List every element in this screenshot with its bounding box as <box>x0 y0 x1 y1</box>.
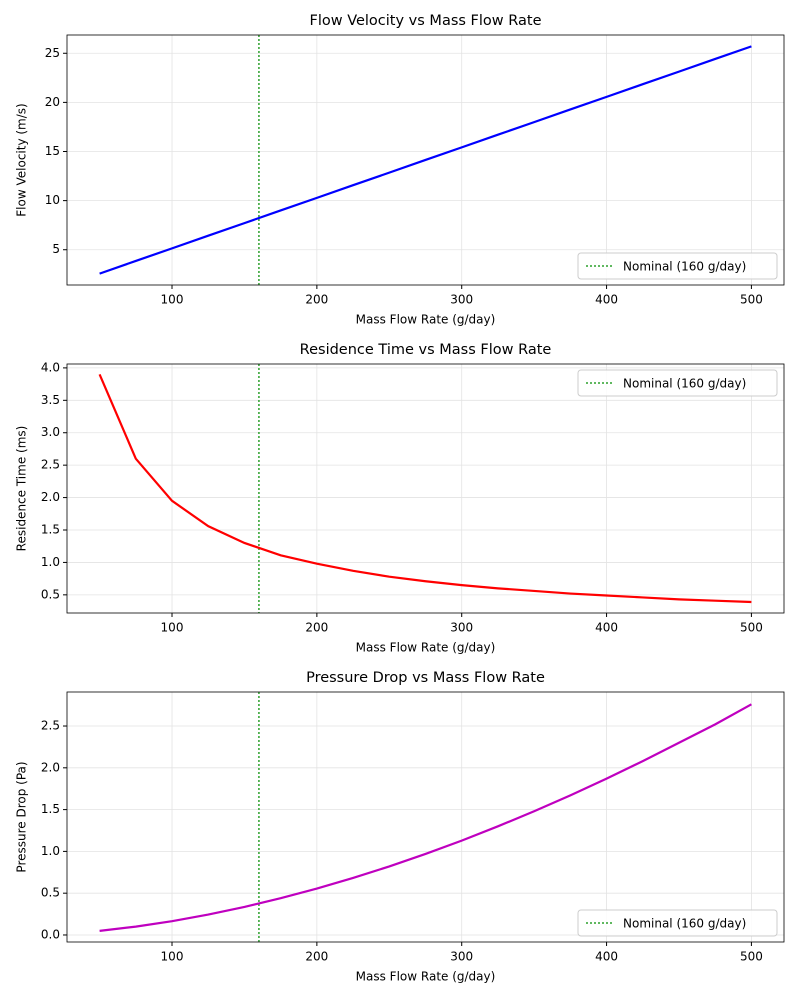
y-tick-label: 5 <box>52 242 60 256</box>
subplot: 100 200 300 400 500 5 10 15 20 25 Flow Velocity vs… <box>15 13 785 327</box>
x-tick-label: 400 <box>595 621 618 635</box>
y-tick-label: 2.0 <box>41 490 60 504</box>
chart-title: Residence Time vs Mass Flow Rate <box>300 342 552 358</box>
y-tick-label: 4.0 <box>41 360 60 374</box>
y-tick-label: 0.5 <box>41 587 60 601</box>
legend-label: Nominal (160 g/day) <box>623 260 746 274</box>
x-tick-label: 300 <box>450 293 473 307</box>
subplot: 100 200 300 400 500 0.5 1.0 1.5 2.0 2.5 3.0 3.5 4.0 R… <box>15 342 785 655</box>
y-tick-label: 3.5 <box>41 393 60 407</box>
x-tick-label: 100 <box>161 950 184 964</box>
x-tick-label: 300 <box>450 621 473 635</box>
x-tick-label: 300 <box>450 950 473 964</box>
x-tick-label: 500 <box>740 293 763 307</box>
x-axis-label: Mass Flow Rate (g/day) <box>356 641 496 655</box>
x-tick-label: 500 <box>740 950 763 964</box>
y-axis-label: Residence Time (ms) <box>15 426 29 552</box>
x-tick-label: 400 <box>595 293 618 307</box>
y-tick-label: 2.5 <box>41 458 60 472</box>
axes-frame <box>66 34 785 286</box>
data-line <box>99 45 752 275</box>
legend-box <box>577 369 778 397</box>
x-axis-label: Mass Flow Rate (g/day) <box>356 970 496 984</box>
legend-box <box>577 252 778 280</box>
y-tick-label: 10 <box>45 193 60 207</box>
y-tick-label: 0.5 <box>41 886 60 900</box>
subplot: 100 200 300 400 500 0.0 0.5 1.0 1.5 2.0 2.5 Pressur… <box>15 670 785 984</box>
x-tick-label: 100 <box>161 621 184 635</box>
y-tick-label: 15 <box>45 144 60 158</box>
x-tick-label: 500 <box>740 621 763 635</box>
x-tick-label: 400 <box>595 950 618 964</box>
legend: Nominal (160 g/day) <box>577 909 778 937</box>
axes-frame <box>66 691 785 943</box>
y-tick-label: 1.5 <box>41 802 60 816</box>
legend-box <box>577 909 778 937</box>
legend-label: Nominal (160 g/day) <box>623 917 746 931</box>
y-tick-label: 2.5 <box>41 719 60 733</box>
y-tick-label: 1.0 <box>41 555 60 569</box>
y-tick-label: 1.5 <box>41 523 60 537</box>
x-tick-label: 200 <box>305 950 328 964</box>
y-tick-label: 20 <box>45 95 60 109</box>
y-tick-label: 25 <box>45 46 60 60</box>
y-tick-label: 1.0 <box>41 844 60 858</box>
x-tick-label: 100 <box>161 293 184 307</box>
x-axis-label: Mass Flow Rate (g/day) <box>356 313 496 327</box>
x-tick-label: 200 <box>305 293 328 307</box>
y-axis-label: Flow Velocity (m/s) <box>15 103 29 216</box>
y-tick-label: 3.0 <box>41 425 60 439</box>
y-tick-label: 2.0 <box>41 760 60 774</box>
chart-title: Flow Velocity vs Mass Flow Rate <box>309 13 541 29</box>
data-line <box>99 703 752 932</box>
y-axis-label: Pressure Drop (Pa) <box>15 761 29 872</box>
legend-label: Nominal (160 g/day) <box>623 377 746 391</box>
legend: Nominal (160 g/day) <box>577 369 778 397</box>
data-line <box>98 373 752 604</box>
y-tick-label: 0.0 <box>41 927 60 941</box>
axes-frame <box>66 363 785 614</box>
x-tick-label: 200 <box>305 621 328 635</box>
legend: Nominal (160 g/day) <box>577 252 778 280</box>
chart-title: Pressure Drop vs Mass Flow Rate <box>306 670 545 686</box>
